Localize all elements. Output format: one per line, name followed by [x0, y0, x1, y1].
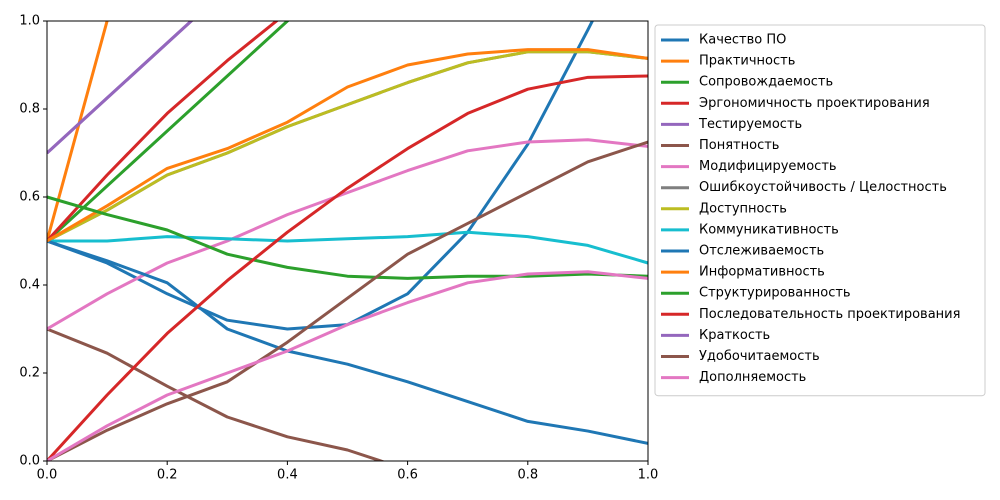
- y-tick-label: 0.8: [19, 102, 40, 117]
- line: [47, 21, 194, 155]
- line: [47, 327, 386, 461]
- x-tick-label: 0.4: [277, 468, 298, 483]
- legend-label: Краткость: [699, 328, 770, 343]
- line: [47, 138, 648, 331]
- line: [47, 21, 290, 243]
- y-tick-label: 0.4: [19, 278, 40, 293]
- legend-label: Удобочитаемость: [699, 349, 820, 364]
- legend-label: Эргономичность проектирования: [699, 96, 930, 111]
- line: [47, 230, 648, 265]
- y-tick-label: 0.0: [19, 454, 40, 469]
- line: [47, 21, 194, 155]
- y-tick-label: 0.6: [19, 190, 40, 205]
- legend-label: Коммуникативность: [699, 222, 839, 237]
- line: [47, 195, 648, 280]
- x-tick-label: 0.6: [397, 468, 418, 483]
- legend-label: Ошибкоустойчивость / Целостность: [699, 180, 947, 195]
- legend-label: Модифицируемость: [699, 159, 837, 174]
- legend-label: Сопровождаемость: [699, 75, 833, 90]
- legend-label: Качество ПО: [699, 33, 786, 48]
- legend-label: Доступность: [699, 201, 787, 216]
- legend-label: Тестируемость: [698, 117, 802, 132]
- y-tick-label: 0.2: [19, 366, 40, 381]
- line: [47, 21, 279, 243]
- legend-label: Структурированность: [699, 286, 851, 301]
- line: [47, 140, 648, 461]
- x-tick-label: 1.0: [638, 468, 659, 483]
- legend-box: [654, 24, 986, 397]
- legend-label: Отслеживаемость: [699, 244, 824, 259]
- legend-label: Практичность: [699, 54, 795, 69]
- legend-label: Понятность: [699, 138, 779, 153]
- line: [47, 270, 648, 461]
- line: [47, 48, 648, 243]
- line: [47, 74, 648, 461]
- legend-label: Информативность: [699, 265, 825, 280]
- axes-frame: [46, 20, 649, 462]
- x-tick-label: 0.0: [37, 468, 58, 483]
- plot-area: [47, 21, 648, 461]
- line: [47, 239, 648, 445]
- x-tick-label: 0.2: [157, 468, 178, 483]
- y-tick-label: 1.0: [19, 14, 40, 29]
- legend-label: Дополняемость: [699, 370, 806, 385]
- line: [47, 50, 648, 243]
- x-tick-label: 0.8: [517, 468, 538, 483]
- line: [47, 50, 648, 243]
- legend-label: Последовательность проектирования: [699, 307, 960, 322]
- line: [47, 21, 109, 242]
